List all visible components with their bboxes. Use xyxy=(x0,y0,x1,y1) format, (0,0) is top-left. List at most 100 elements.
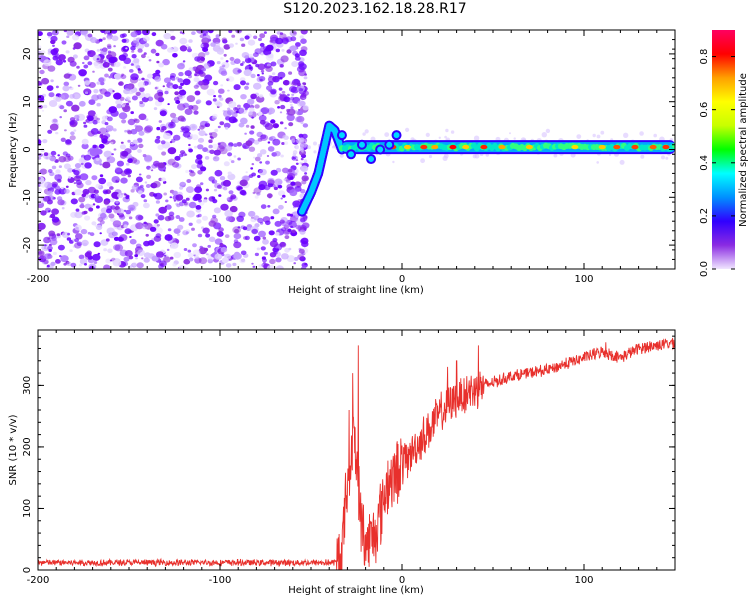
noise-speckle xyxy=(100,30,106,34)
noise-speckle xyxy=(146,174,152,179)
noise-speckle xyxy=(43,259,49,265)
noise-speckle xyxy=(94,193,100,199)
noise-speckle xyxy=(69,94,75,99)
signal-halo xyxy=(474,153,480,159)
noise-speckle xyxy=(228,43,234,48)
y-tick-label: 100 xyxy=(22,499,33,518)
colorbar-gradient xyxy=(712,30,735,269)
noise-speckle xyxy=(160,140,166,145)
noise-speckle xyxy=(137,48,143,53)
noise-speckle xyxy=(262,236,267,240)
noise-speckle xyxy=(253,52,259,58)
noise-speckle xyxy=(298,69,307,77)
noise-speckle xyxy=(244,35,250,40)
noise-speckle xyxy=(278,87,283,91)
noise-speckle xyxy=(290,106,294,109)
noise-speckle xyxy=(252,191,256,195)
noise-speckle xyxy=(121,38,127,43)
signal-halo xyxy=(545,128,551,134)
noise-speckle xyxy=(211,179,218,184)
noise-speckle xyxy=(256,247,261,251)
noise-speckle xyxy=(202,227,210,234)
noise-speckle xyxy=(204,156,210,160)
transition-blob xyxy=(346,149,357,160)
signal-halo xyxy=(665,156,669,160)
noise-speckle xyxy=(153,107,158,111)
noise-speckle xyxy=(245,226,251,231)
y-tick-label: 10 xyxy=(22,95,33,108)
signal-halo xyxy=(640,154,645,159)
noise-speckle xyxy=(89,265,95,269)
noise-speckle xyxy=(144,181,148,184)
noise-speckle xyxy=(275,48,280,53)
noise-speckle xyxy=(225,216,232,222)
noise-speckle xyxy=(245,124,250,128)
signal-halo xyxy=(428,154,433,159)
noise-speckle xyxy=(169,256,174,260)
noise-speckle xyxy=(258,37,262,42)
signal-halo xyxy=(553,153,558,158)
noise-speckle xyxy=(237,157,241,161)
noise-speckle xyxy=(143,36,150,42)
noise-speckle xyxy=(251,172,256,177)
signal-halo xyxy=(596,134,601,139)
noise-speckle xyxy=(105,125,114,132)
noise-speckle xyxy=(175,100,181,104)
noise-speckle xyxy=(73,182,77,185)
signal-halo xyxy=(300,146,304,151)
noise-speckle xyxy=(239,189,247,196)
noise-speckle xyxy=(112,259,122,267)
noise-speckle xyxy=(245,140,253,147)
noise-speckle xyxy=(55,59,63,66)
noise-speckle xyxy=(179,31,183,34)
noise-speckle xyxy=(269,240,278,248)
noise-speckle xyxy=(103,133,111,139)
noise-speckle xyxy=(103,200,110,205)
noise-speckle xyxy=(157,214,165,221)
noise-speckle xyxy=(84,263,87,266)
noise-speckle xyxy=(41,109,45,112)
noise-speckle xyxy=(169,30,175,33)
noise-speckle xyxy=(46,190,53,196)
noise-speckle xyxy=(228,190,234,195)
noise-speckle xyxy=(257,137,263,142)
noise-speckle xyxy=(300,157,304,161)
noise-speckle xyxy=(193,77,200,83)
noise-speckle xyxy=(253,35,258,40)
noise-speckle xyxy=(112,231,119,237)
noise-speckle xyxy=(214,253,223,260)
signal-halo xyxy=(661,155,665,160)
colorbar-tick-label: 0.2 xyxy=(699,208,710,224)
noise-speckle xyxy=(187,46,191,49)
x-tick-label: 0 xyxy=(399,274,405,285)
noise-speckle xyxy=(282,194,286,198)
signal-halo xyxy=(425,132,430,137)
noise-speckle xyxy=(66,35,70,38)
noise-speckle xyxy=(213,95,217,98)
noise-speckle xyxy=(202,147,209,153)
noise-speckle xyxy=(268,137,273,141)
noise-speckle xyxy=(220,70,228,76)
noise-speckle xyxy=(300,30,308,35)
noise-speckle xyxy=(159,110,167,117)
noise-speckle xyxy=(107,51,117,59)
noise-speckle xyxy=(113,45,116,48)
noise-speckle xyxy=(229,205,238,213)
noise-speckle xyxy=(68,176,71,179)
noise-speckle xyxy=(103,248,107,252)
noise-speckle xyxy=(289,45,297,52)
noise-speckle xyxy=(192,243,197,248)
noise-speckle xyxy=(212,143,219,150)
noise-speckle xyxy=(172,116,180,124)
noise-speckle xyxy=(225,126,229,130)
noise-speckle xyxy=(85,179,92,186)
noise-speckle xyxy=(127,158,133,164)
noise-speckle xyxy=(280,104,286,110)
noise-speckle xyxy=(218,88,225,94)
noise-speckle xyxy=(91,175,98,181)
noise-speckle xyxy=(252,265,256,268)
noise-speckle xyxy=(135,176,143,183)
noise-speckle xyxy=(272,237,278,242)
noise-speckle xyxy=(151,32,157,37)
noise-speckle xyxy=(227,152,233,157)
